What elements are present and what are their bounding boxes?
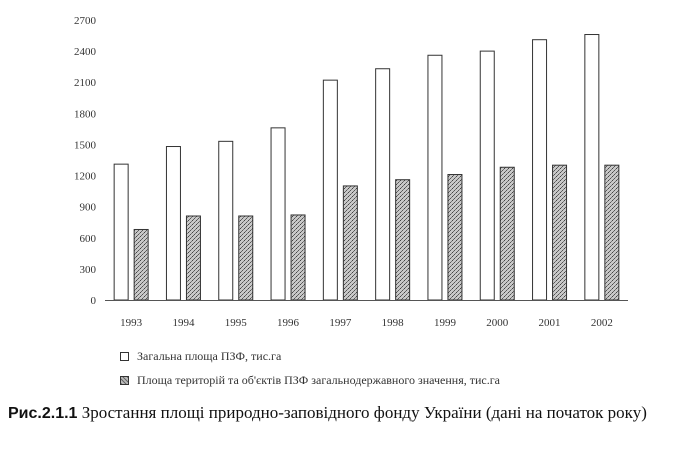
x-tick-label: 2000: [486, 317, 509, 329]
y-tick-label: 300: [80, 264, 97, 276]
bar-total-area: [218, 140, 234, 301]
legend-swatch-total: [120, 352, 129, 361]
y-tick-label: 2400: [74, 46, 97, 58]
y-tick-label: 2700: [74, 15, 97, 27]
bar-state-area: [342, 185, 358, 301]
legend-item-state: Площа територій та об'єктів ПЗФ загально…: [120, 373, 500, 388]
y-tick-label: 0: [91, 295, 97, 307]
x-tick-label: 1999: [434, 317, 457, 329]
bar-state-area: [185, 215, 201, 301]
bar-chart: 0 300 600 900 1200 1500 1800 2100 2400 2700 1993 1…: [74, 15, 628, 329]
legend-label-state: Площа територій та об'єктів ПЗФ загально…: [137, 373, 500, 387]
y-tick-label: 900: [80, 202, 97, 214]
x-tick-label: 1994: [172, 317, 195, 329]
bar-total-area: [375, 68, 391, 301]
y-tick-label: 1500: [74, 139, 97, 151]
bar-state-area: [133, 228, 149, 301]
y-tick-label: 600: [80, 233, 97, 245]
bar-total-area: [479, 50, 495, 301]
x-tick-label: 1995: [225, 317, 248, 329]
bar-total-area: [532, 39, 548, 301]
x-tick-label: 2001: [539, 317, 561, 329]
x-tick-label: 1993: [120, 317, 143, 329]
y-tick-label: 1200: [74, 171, 97, 183]
bar-total-area: [584, 34, 600, 301]
figure-caption-text: Зростання площі природно-заповідного фон…: [81, 403, 647, 422]
x-tick-label: 2002: [591, 317, 613, 329]
legend-label-total: Загальна площа ПЗФ, тис.га: [137, 349, 282, 363]
bar-state-area: [290, 214, 306, 301]
bar-total-area: [427, 54, 443, 301]
y-tick-label: 1800: [74, 108, 97, 120]
figure-caption: Рис.2.1.1 Зростання площі природно-запов…: [8, 402, 680, 425]
bar-state-area: [447, 174, 463, 301]
y-tick-label: 2100: [74, 77, 97, 89]
bar-state-area: [499, 166, 515, 301]
bar-state-area: [395, 179, 411, 301]
figure-number: Рис.2.1.1: [8, 405, 78, 422]
x-tick-label: 1998: [382, 317, 405, 329]
legend-item-total: Загальна площа ПЗФ, тис.га: [120, 349, 281, 364]
legend-swatch-state: [120, 376, 129, 385]
bar-total-area: [270, 127, 286, 301]
bar-total-area: [322, 79, 338, 301]
x-tick-label: 1997: [329, 317, 352, 329]
bar-total-area: [165, 146, 181, 301]
bar-total-area: [113, 163, 129, 301]
bar-state-area: [552, 164, 568, 301]
bar-state-area: [604, 164, 620, 301]
x-tick-label: 1996: [277, 317, 300, 329]
bar-state-area: [238, 215, 254, 301]
